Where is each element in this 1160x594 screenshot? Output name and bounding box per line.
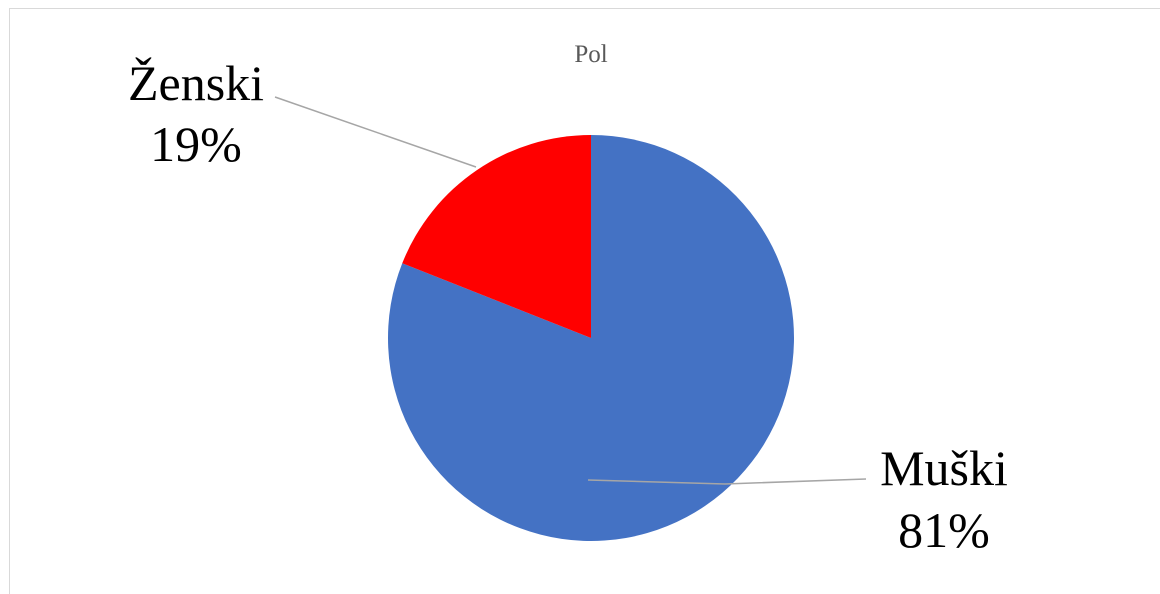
data-label-value-muski: 81% — [898, 502, 990, 558]
slices-layer — [388, 135, 794, 541]
leader-line-muski — [587, 478, 867, 485]
pie-slice-zenski — [402, 135, 591, 338]
data-label-value-zenski: 19% — [150, 116, 242, 172]
leader-line-zenski — [274, 96, 477, 168]
data-label-name-zenski: Ženski — [128, 55, 264, 111]
chart-title: Pol — [574, 41, 607, 68]
leaders-layer — [274, 96, 867, 485]
data-label-name-muski: Muški — [880, 440, 1008, 496]
